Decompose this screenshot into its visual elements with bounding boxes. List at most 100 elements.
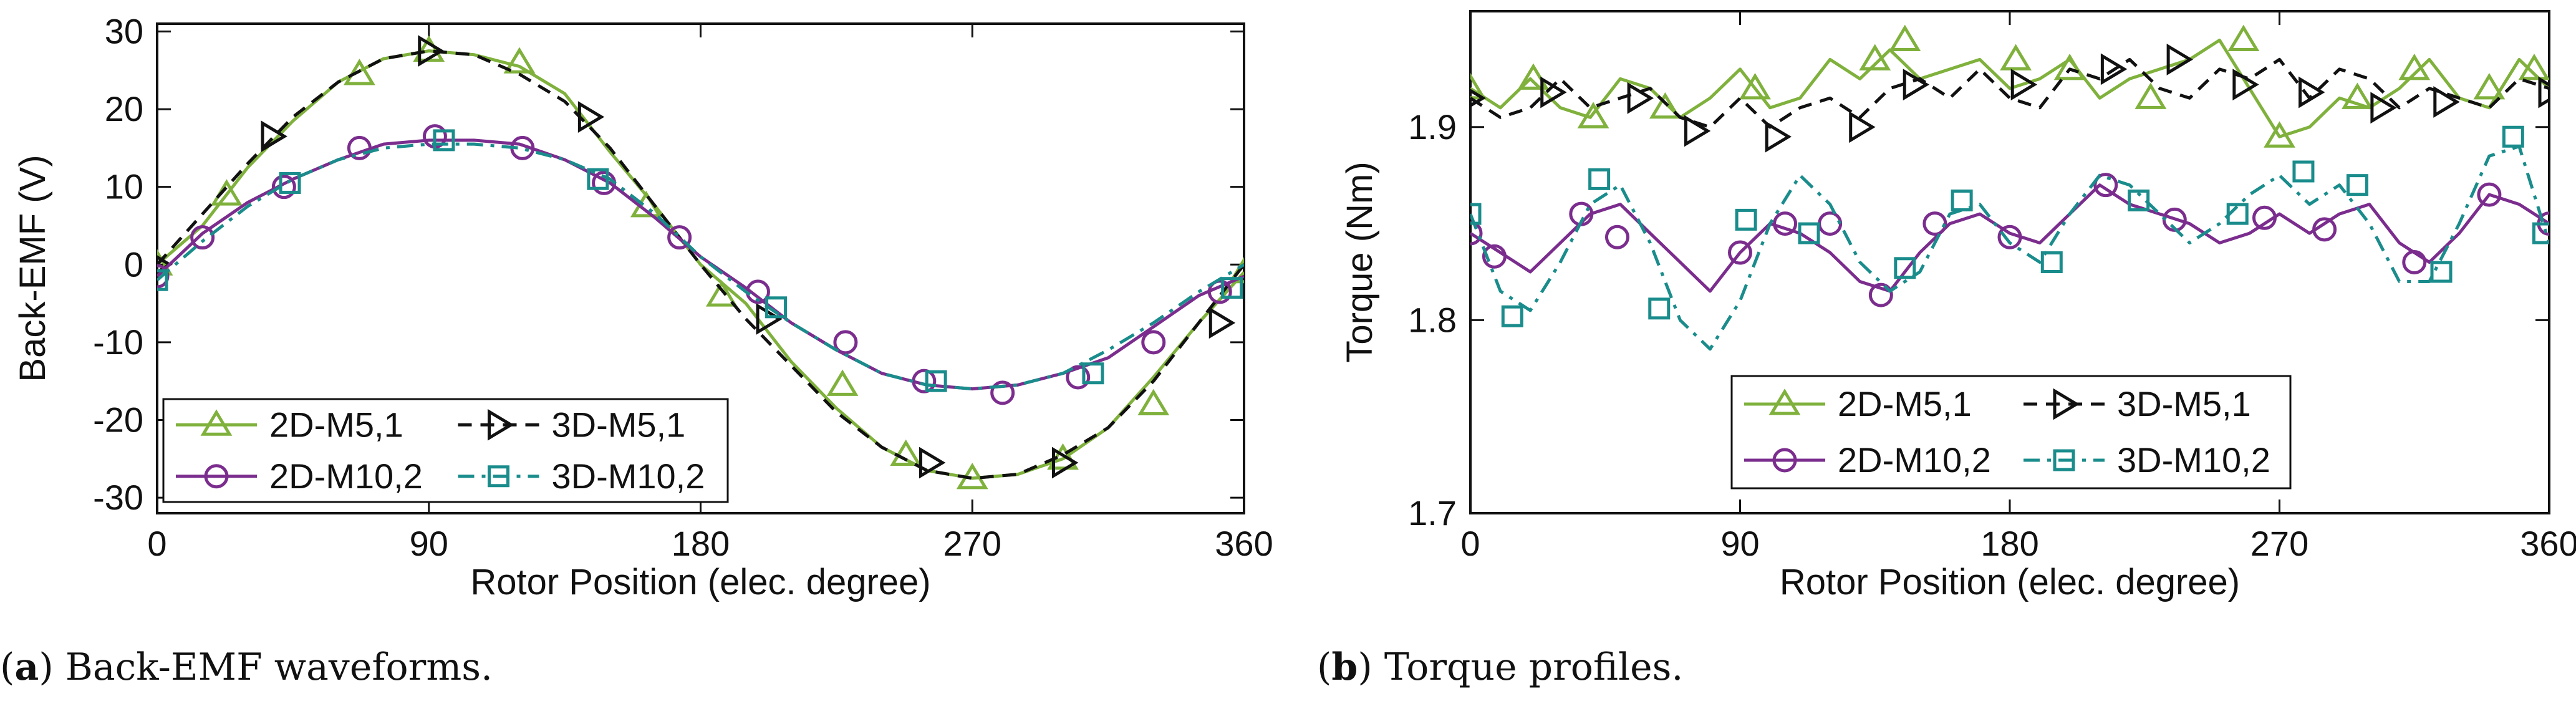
data-point — [1207, 279, 1232, 304]
data-point — [1903, 69, 1930, 101]
data-point — [1470, 72, 1487, 100]
data-point — [1137, 388, 1170, 416]
data-point — [2053, 54, 2086, 80]
data-point — [826, 369, 859, 396]
data-point — [2264, 121, 2295, 148]
data-point — [1951, 189, 1973, 211]
legend: 2D-M5,1 3D-M5,1 2D-M10,2 3D-M10,2 — [1730, 375, 2292, 490]
data-point — [1868, 282, 1893, 307]
data-point — [2433, 86, 2460, 118]
data-point — [2342, 82, 2373, 109]
data-point — [1798, 222, 1820, 244]
data-point — [2312, 217, 2337, 242]
data-point — [503, 47, 536, 74]
data-point — [925, 370, 947, 392]
data-point — [2227, 24, 2260, 51]
data-point — [157, 269, 168, 291]
data-point — [667, 225, 692, 250]
data-point — [279, 171, 301, 194]
legend-box — [162, 398, 729, 503]
data-point — [1470, 203, 1482, 225]
data-point — [1517, 63, 1550, 90]
legend-label: 2D-M10,2 — [269, 456, 423, 496]
legend: 2D-M5,1 3D-M5,1 2D-M10,2 3D-M10,2 — [162, 398, 729, 503]
data-point — [2346, 174, 2368, 196]
data-point — [1649, 92, 1681, 119]
data-point — [2473, 72, 2506, 100]
data-point — [1849, 111, 1876, 143]
series-line-3d-m5-1 — [157, 49, 1244, 480]
x-tick-label: 270 — [943, 524, 1001, 563]
data-point — [912, 369, 937, 393]
x-tick-label: 180 — [1980, 524, 2038, 563]
data-point — [1773, 211, 1798, 236]
data-point — [2370, 92, 2397, 124]
data-point — [1470, 89, 1486, 108]
data-point — [261, 120, 287, 153]
data-point — [2000, 44, 2032, 70]
data-point — [433, 129, 455, 152]
data-point — [157, 249, 173, 276]
data-point — [1735, 208, 1757, 231]
data-point — [1221, 277, 1243, 299]
chart-torque: 0 90 180 270 360 1.7 1.8 1.9 Rotor Position (ele… — [1339, 10, 2576, 602]
x-tick-label: 0 — [147, 524, 166, 563]
data-point — [1588, 168, 1611, 190]
data-point — [1894, 257, 1916, 279]
y-tick-label: 1.8 — [1408, 300, 1457, 339]
y-axis-title: Back-EMF (V) — [12, 155, 53, 382]
legend-marker — [488, 408, 514, 441]
data-point — [1066, 365, 1091, 390]
data-point — [2502, 125, 2524, 148]
data-point — [190, 225, 215, 250]
data-point — [587, 168, 609, 190]
data-point — [2518, 54, 2549, 80]
legend-label: 2D-M10,2 — [1838, 440, 1991, 480]
x-axis-title: Rotor Position (elec. degree) — [470, 562, 930, 602]
legend-label: 3D-M5,1 — [2117, 384, 2251, 423]
data-point — [1889, 24, 1921, 51]
data-point — [1141, 330, 1166, 355]
data-point — [2398, 54, 2431, 80]
legend-marker — [2053, 388, 2080, 420]
data-point — [2292, 160, 2315, 183]
data-point — [1470, 221, 1483, 246]
data-point — [2299, 76, 2325, 109]
data-point — [1604, 224, 1629, 249]
data-point — [2040, 251, 2063, 273]
legend-label: 2D-M5,1 — [269, 405, 403, 444]
data-point — [765, 296, 788, 319]
data-point — [1577, 102, 1609, 128]
legend-marker — [204, 464, 229, 489]
data-point — [1052, 446, 1079, 479]
x-tick-label: 360 — [1215, 524, 1273, 563]
data-point — [418, 35, 445, 67]
data-point — [1501, 305, 1523, 327]
data-point — [2477, 182, 2502, 207]
data-point — [1922, 211, 1947, 236]
y-tick-label: -20 — [93, 400, 143, 439]
x-tick-label: 90 — [410, 524, 448, 563]
plot-area — [1470, 24, 2549, 351]
legend-marker — [488, 465, 509, 488]
data-point — [413, 35, 445, 62]
x-tick-label: 180 — [672, 524, 730, 563]
data-point — [1208, 307, 1236, 339]
x-tick-label: 360 — [2520, 524, 2576, 563]
data-point — [1627, 82, 1654, 114]
data-point — [271, 175, 296, 200]
data-point — [1482, 244, 1507, 269]
y-tick-label: -30 — [93, 478, 143, 517]
legend-box — [1730, 375, 2292, 490]
series-line-3d-m10-2 — [157, 142, 1244, 391]
y-tick-label: -10 — [93, 322, 143, 362]
caption-b: (b) Torque profiles. — [1317, 645, 1684, 689]
data-point — [2252, 205, 2277, 230]
data-point — [2532, 222, 2549, 244]
y-tick-label: 0 — [124, 244, 143, 284]
legend-label: 3D-M10,2 — [2117, 440, 2270, 480]
plot-area — [157, 35, 1244, 490]
data-point — [833, 330, 858, 355]
data-point — [1997, 224, 2022, 249]
